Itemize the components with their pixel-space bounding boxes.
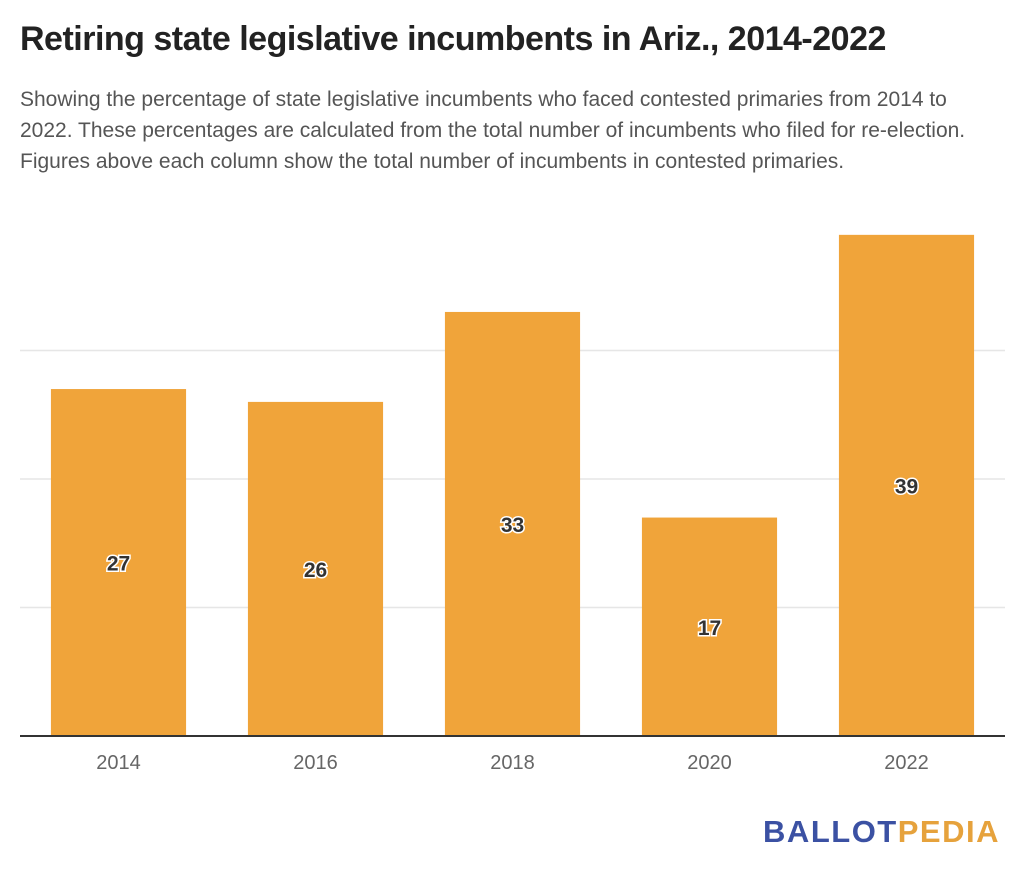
chart-subtitle: Showing the percentage of state legislat… xyxy=(20,88,966,173)
label-layer: 27 26 33 17 39 xyxy=(105,474,919,641)
x-tick-label-2020: 2020 xyxy=(687,752,732,774)
bar-2016 xyxy=(247,401,384,736)
x-tick-label-2022: 2022 xyxy=(884,752,929,774)
bar-2022 xyxy=(838,234,975,736)
data-label-2014: 27 xyxy=(107,553,130,576)
x-tick-label-2014: 2014 xyxy=(96,752,141,774)
bar-2018 xyxy=(444,311,581,736)
data-label-2022: 39 xyxy=(895,475,918,498)
chart-title: Retiring state legislative incumbents in… xyxy=(20,20,886,58)
axis-layer: 2014 2016 2018 2020 2022 xyxy=(20,735,1005,774)
x-tick-label-2018: 2018 xyxy=(490,752,535,774)
logo-part-ballot: BALLOT xyxy=(763,814,898,849)
bar-layer xyxy=(50,234,975,736)
logo-part-pedia: PEDIA xyxy=(897,814,1000,849)
data-label-2018: 33 xyxy=(501,514,524,537)
data-label-2016: 26 xyxy=(304,559,327,582)
bar-2014 xyxy=(50,389,187,736)
data-label-2020: 17 xyxy=(698,617,721,640)
bar-2020 xyxy=(641,517,778,736)
bar-chart: 27 26 33 17 39 2014 2016 2018 2020 2022 xyxy=(20,234,1005,774)
ballotpedia-logo: BALLOTPEDIA xyxy=(763,814,1000,850)
x-tick-label-2016: 2016 xyxy=(293,752,338,774)
